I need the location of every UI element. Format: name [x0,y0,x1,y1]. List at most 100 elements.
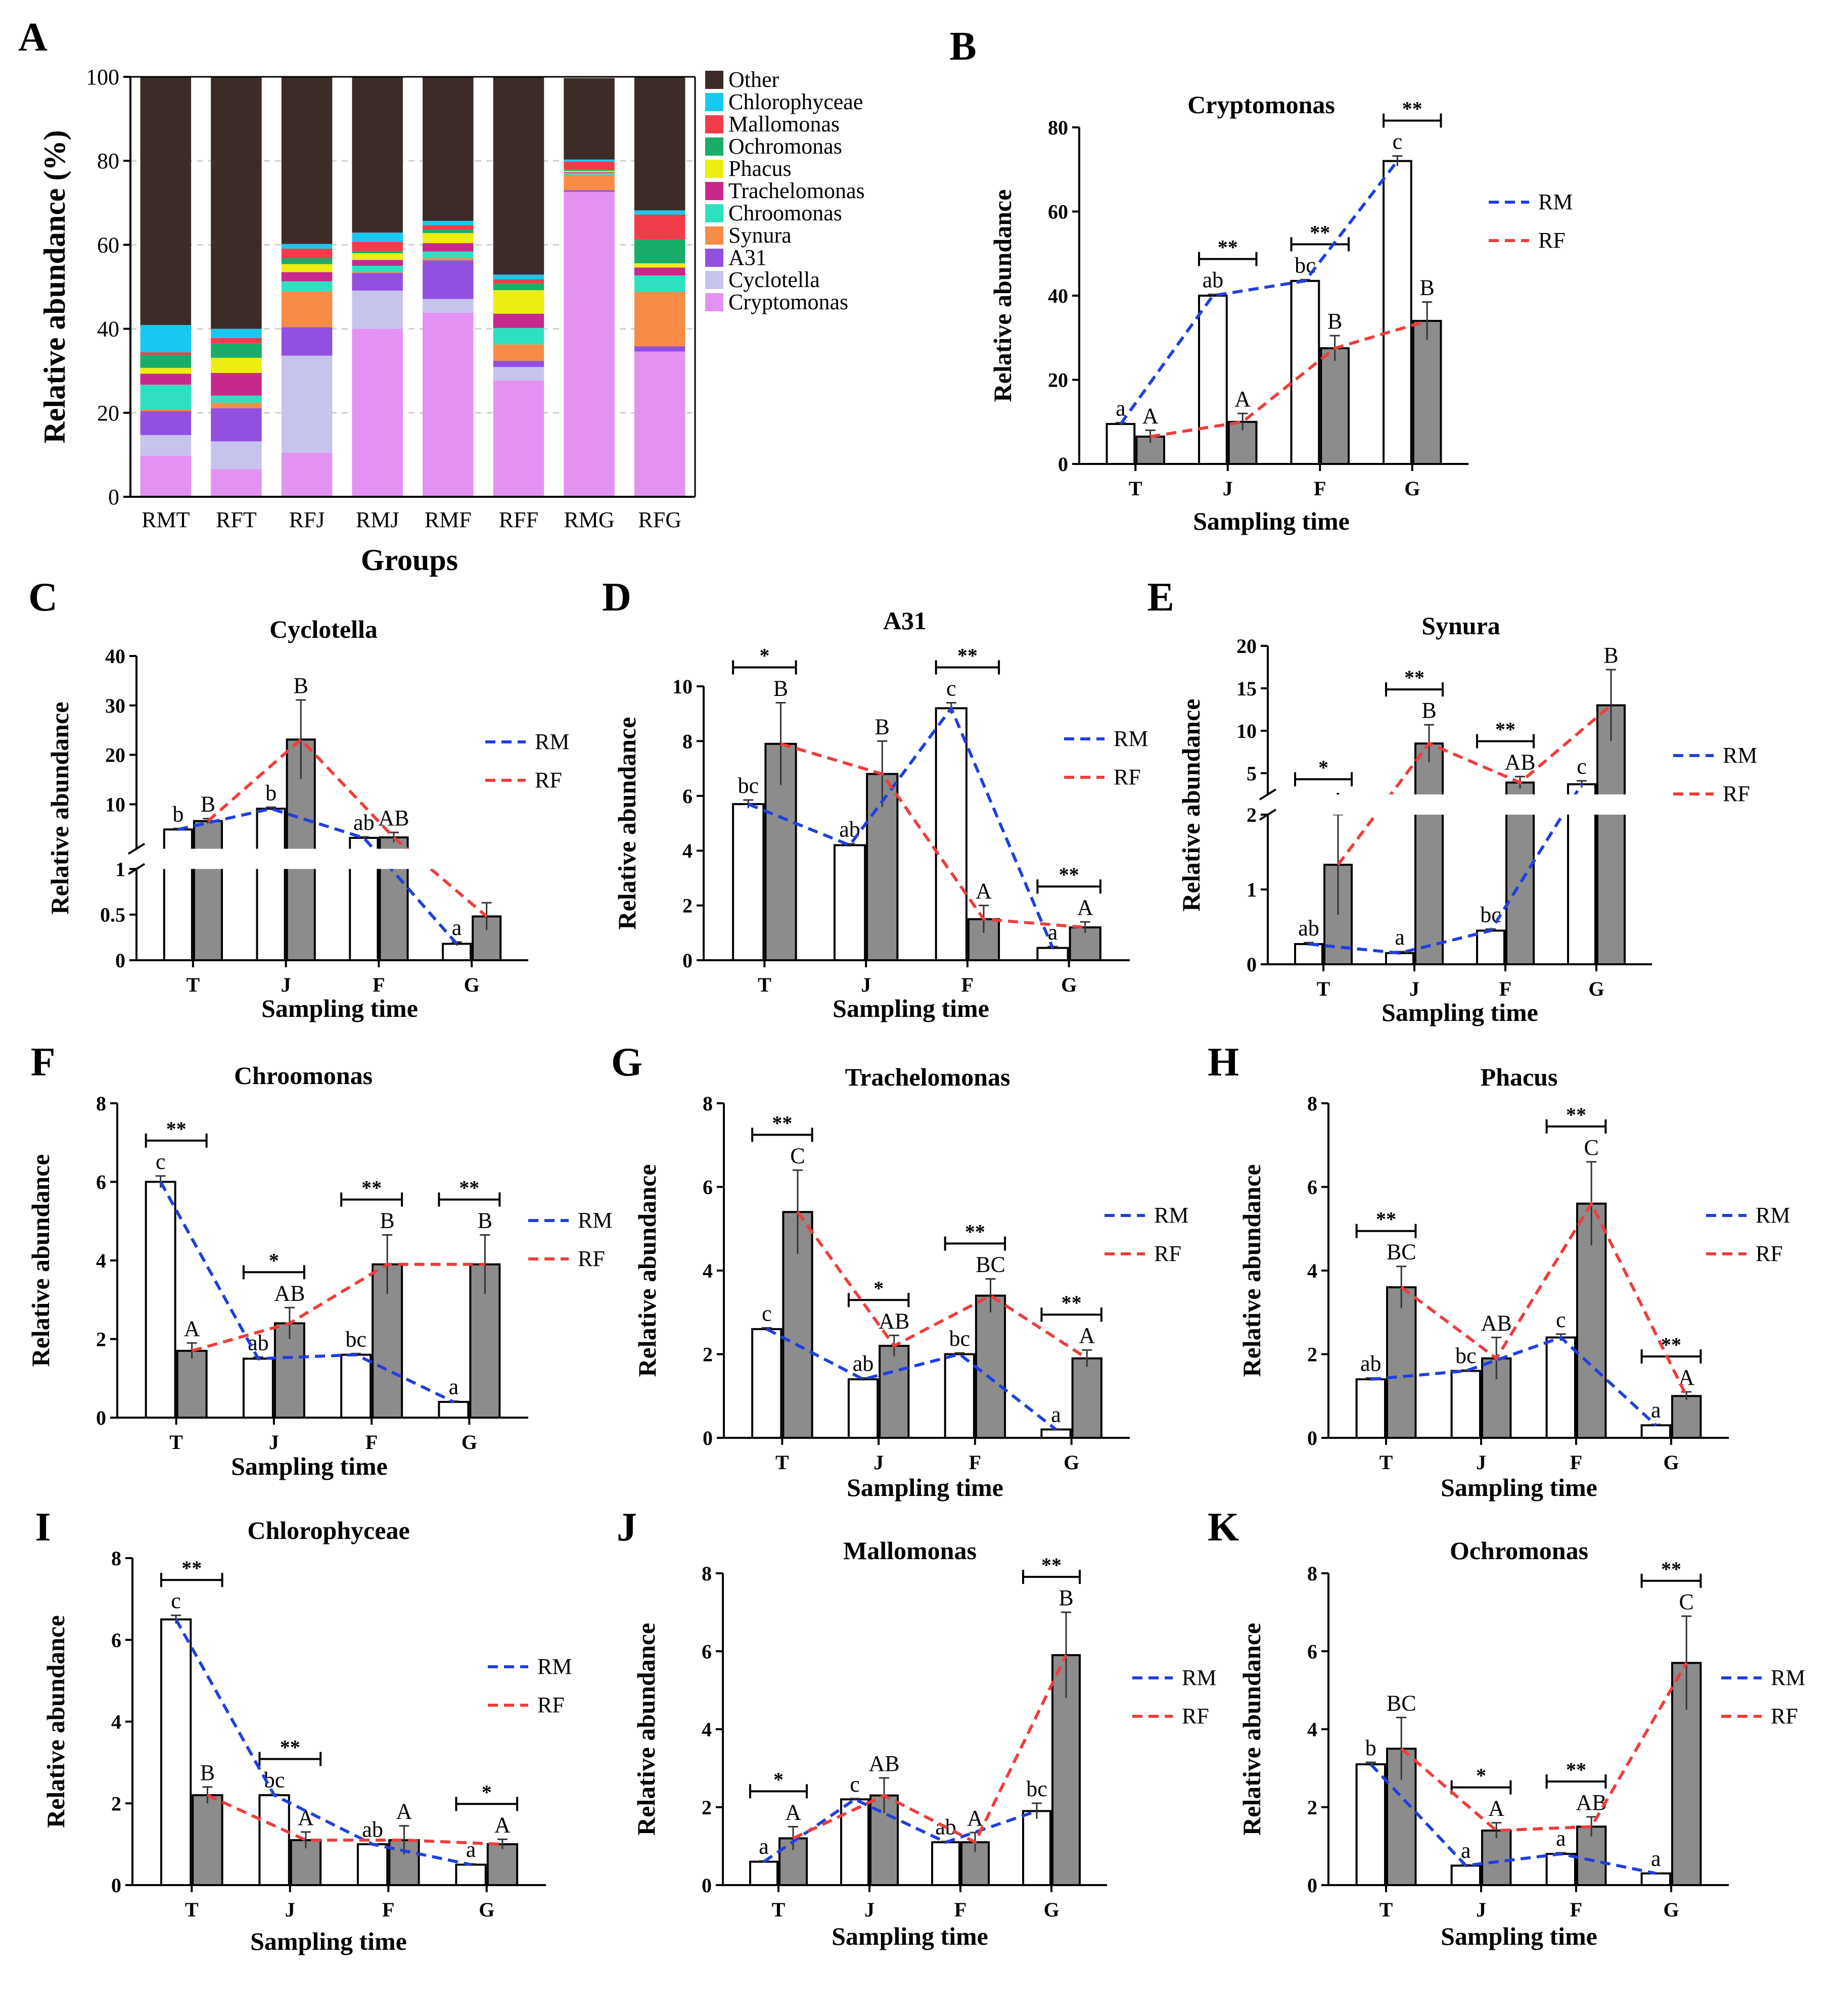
y-tick-label: 0 [108,485,119,509]
series-line-rf [207,1794,503,1846]
bar-rm [160,1618,192,1886]
legend-label-cyclotella: Cyclotella [728,267,820,292]
significance-letter-rm: a [1556,1826,1566,1851]
significance-stars: ** [361,1176,382,1199]
bar-rm [256,808,286,961]
bar-rm [1545,1336,1577,1439]
legend-label-rm: RM [1771,1665,1805,1690]
stack-segment-synura [493,344,544,361]
x-tick-label: T [185,1898,199,1921]
bar-rm [1355,1763,1387,1887]
bar-rm [931,1841,960,1887]
y-tick-label: 0 [1058,453,1068,476]
stack-segment-ochromonas [564,169,615,171]
x-tick-label: RFG [638,507,681,532]
bar-rm [356,1843,389,1886]
panel-label-F: F [31,1040,56,1085]
y-tick-label: 40 [105,645,125,668]
significance-letter-rf: A [1079,1323,1095,1348]
stack-segment-other [564,78,615,160]
legend-label-rf: RF [1771,1704,1798,1728]
bar-rm [1294,943,1323,965]
stack-segment-mallomonas [211,338,262,343]
x-tick-label: T [1129,477,1142,500]
stack-segment-other [211,77,262,329]
series-line-rf [1400,1662,1688,1833]
significance-letter-rm: ab [1203,268,1224,293]
y-axis-title: Relative abundance [1237,1623,1266,1836]
chart-title: Synura [1421,612,1500,640]
legend-label-rf: RF [578,1246,605,1271]
significance-letter-rf: AB [1504,750,1535,775]
stack-segment-trachelomonas [564,172,615,173]
y-tick-label: 0 [96,1406,106,1429]
bar-rf [1481,1830,1512,1886]
significance-stars: ** [957,644,978,667]
significance-letter-rm: a [1651,1398,1661,1423]
y-axis-title: Relative abundance [632,1623,660,1836]
legend-label-trachelomonas: Trachelomonas [728,178,865,203]
stack-segment-trachelomonas [493,313,544,328]
stack-segment-cryptomonas [352,329,403,497]
bar-rf [1671,1395,1702,1439]
chart-title: Trachelomonas [845,1063,1010,1091]
bar-rm [442,943,472,961]
stack-segment-mallomonas [493,279,544,284]
y-tick-label: 0 [111,1874,121,1897]
legend-label-rm: RM [1756,1203,1790,1228]
significance-letter-rf: A [1077,895,1093,920]
legend-swatch-chroomonas [705,204,723,222]
y-axis-title: Relative abundance [45,702,74,915]
x-axis-title: Sampling time [1441,1922,1597,1950]
y-tick-label: 2 [703,1343,713,1366]
x-axis-title: Sampling time [231,1452,388,1480]
y-tick-label: 4 [702,1718,712,1741]
y-tick-label: 2 [1307,1796,1317,1819]
significance-stars: ** [280,1736,300,1758]
y-tick-label: 80 [97,149,119,173]
y-tick-label: 6 [1307,1176,1317,1199]
stack-segment-chlorophyceae [493,274,544,279]
legend-swatch-cyclotella [705,271,723,289]
significance-letter-rm: a [452,915,462,940]
stack-segment-chroomonas [281,281,333,292]
y-tick-label: 0 [1307,1427,1317,1449]
stack-segment-trachelomonas [211,372,262,396]
stack-segment-cyclotella [352,290,403,329]
y-tick-label: 10 [105,793,125,816]
y-tick-label: 10 [672,675,693,698]
bar-rm [847,1378,879,1439]
significance-letter-rm: b [265,780,277,805]
series-line-rf [1400,1200,1688,1397]
y-tick-label: 15 [1236,677,1257,700]
x-tick-label: F [969,1451,981,1474]
bar-rf [1412,319,1442,465]
stack-segment-ochromonas [140,355,192,368]
y-tick-label: 6 [96,1171,106,1194]
stack-segment-chlorophyceae [564,159,615,162]
stack-segment-synura [352,272,403,273]
x-tick-label: G [1588,977,1604,1000]
significance-letter-rm: c [946,676,956,701]
significance-stars: ** [1404,666,1424,689]
x-tick-label: J [281,973,291,996]
significance-stars: ** [1041,1554,1062,1576]
x-tick-label: RMG [564,507,614,532]
significance-stars: ** [772,1111,792,1134]
series-line-rf [1150,319,1428,438]
significance-letter-rf: C [790,1143,805,1168]
significance-letter-rm: c [171,1588,181,1613]
bar-rm [751,1328,783,1439]
stack-segment-cyclotella [493,367,544,381]
bar-rf [1386,1286,1417,1439]
significance-letter-rm: c [156,1149,166,1174]
bar-rm [1383,160,1412,465]
significance-stars: ** [1661,1333,1681,1356]
significance-letter-rf: B [1059,1585,1073,1610]
bar-rm [455,1863,487,1886]
stack-segment-chroomonas [352,265,403,272]
stack-segment-phacus [493,290,544,314]
y-tick-label: 6 [702,1640,712,1663]
significance-letter-rf: A [1142,403,1159,428]
